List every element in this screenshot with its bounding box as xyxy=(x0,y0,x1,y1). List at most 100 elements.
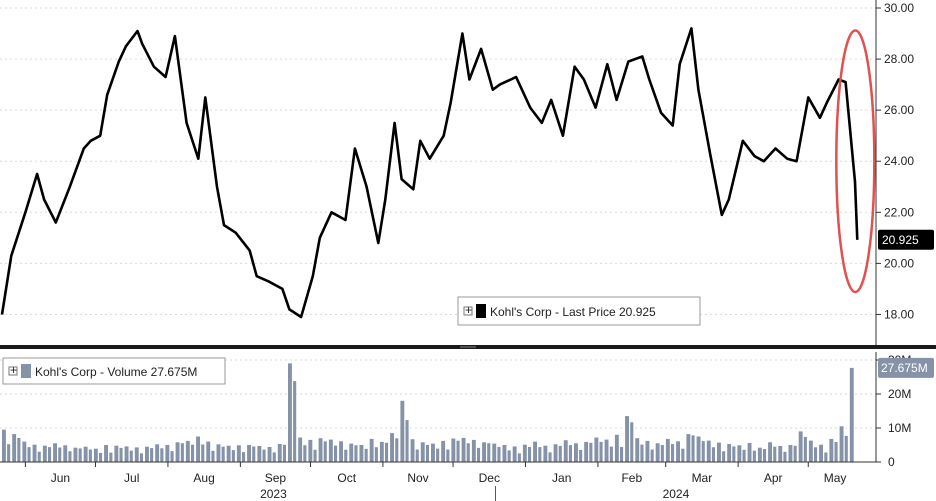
volume-bar xyxy=(262,449,266,462)
volume-bar xyxy=(660,445,664,462)
volume-bar xyxy=(339,441,343,462)
volume-bar xyxy=(482,442,486,462)
year-label: 2024 xyxy=(663,487,690,501)
expand-toggle-icon[interactable] xyxy=(8,366,18,376)
volume-bar xyxy=(88,449,92,462)
volume-bar xyxy=(2,429,6,462)
plus-icon: + xyxy=(10,363,17,377)
volume-bar xyxy=(625,416,629,462)
highlight-ellipse xyxy=(835,29,876,294)
volume-bar xyxy=(522,444,527,462)
volume-bar xyxy=(844,435,848,462)
volume-bar xyxy=(288,363,292,462)
last-price-tag-bg xyxy=(878,229,934,250)
volume-bar xyxy=(37,451,41,462)
price-tick-label: 30.00 xyxy=(884,1,914,15)
volume-bar xyxy=(456,440,460,462)
volume-bar xyxy=(63,445,68,462)
volume-bar xyxy=(808,440,813,462)
volume-bar xyxy=(614,434,619,462)
volume-bar xyxy=(834,442,838,462)
volume-bar xyxy=(226,445,231,462)
volume-bar xyxy=(686,434,691,462)
volume-bar xyxy=(436,448,440,462)
volume-bar xyxy=(487,443,491,462)
volume-bar xyxy=(711,447,715,462)
volume-bar xyxy=(221,446,225,462)
volume-bar xyxy=(839,426,844,462)
price-tick-label: 20.00 xyxy=(884,256,914,270)
volume-bar xyxy=(635,438,640,462)
volume-bar xyxy=(604,439,609,462)
volume-bar xyxy=(58,447,62,462)
x-axis: Jun Jul Aug Sep Oct Nov Dec Jan Feb Mar Apr May 2023… xyxy=(0,461,876,501)
volume-bar xyxy=(773,446,777,462)
volume-bar xyxy=(742,449,746,462)
price-axis: 18.00 20.00 22.00 24.00 26.00 28.00 30.00 xyxy=(875,0,914,346)
volume-bar xyxy=(609,446,613,462)
volume-tick-label: 20M xyxy=(888,387,911,401)
volume-bar xyxy=(512,446,517,462)
price-legend-swatch xyxy=(476,304,486,318)
volume-bar xyxy=(793,445,797,462)
volume-bar xyxy=(533,441,537,462)
price-legend[interactable]: + Kohl's Corp - Last Price 20.925 xyxy=(457,296,701,326)
volume-bar xyxy=(231,450,235,462)
volume-bar xyxy=(139,453,143,462)
volume-bar xyxy=(374,447,378,462)
volume-panel: 010M20M30M 27.675M + Kohl's Corp - Volum… xyxy=(0,352,934,469)
month-label: Jul xyxy=(124,471,139,485)
volume-bar xyxy=(247,445,251,462)
volume-bar xyxy=(466,443,470,462)
last-volume-tag: 27.675M xyxy=(878,357,934,378)
volume-bar xyxy=(558,445,562,462)
expand-toggle-icon[interactable] xyxy=(463,306,473,316)
volume-bar xyxy=(497,446,501,462)
volume-bar xyxy=(78,448,82,462)
volume-bar xyxy=(599,441,603,462)
volume-bar xyxy=(829,438,834,462)
month-label: May xyxy=(824,471,847,485)
volume-legend[interactable]: + Kohl's Corp - Volume 27.675M xyxy=(2,357,226,385)
last-price-value: 20.925 xyxy=(882,233,919,247)
month-label: Jan xyxy=(552,471,571,485)
volume-tick-label: 10M xyxy=(888,421,911,435)
volume-bar xyxy=(42,445,47,462)
volume-bar xyxy=(819,444,823,462)
volume-bar xyxy=(83,446,88,462)
volume-bar xyxy=(344,449,348,462)
volume-bar xyxy=(502,445,507,462)
volume-bar xyxy=(17,437,21,462)
year-label: 2023 xyxy=(260,487,287,501)
price-gridlines xyxy=(0,7,876,315)
volume-bar xyxy=(364,448,368,462)
volume-bar xyxy=(783,451,787,462)
volume-bar xyxy=(236,445,241,462)
volume-bar xyxy=(553,444,558,462)
volume-bar xyxy=(655,443,660,462)
month-label: Aug xyxy=(193,471,214,485)
volume-bar xyxy=(732,446,736,462)
volume-bars xyxy=(2,363,854,462)
volume-bar xyxy=(196,436,200,462)
volume-bar xyxy=(216,444,221,462)
volume-bar xyxy=(589,442,593,462)
volume-bar xyxy=(650,449,654,462)
volume-bar xyxy=(594,437,599,462)
volume-bar xyxy=(7,444,11,462)
volume-tick-label: 0 xyxy=(888,455,895,469)
price-tick-label: 18.00 xyxy=(884,307,914,321)
price-legend-label: Kohl's Corp - Last Price 20.925 xyxy=(490,305,656,319)
volume-bar xyxy=(620,447,624,462)
panel-divider[interactable] xyxy=(0,345,936,349)
volume-bar xyxy=(630,422,634,462)
volume-bar xyxy=(252,446,256,462)
volume-bar xyxy=(410,439,415,462)
volume-bar xyxy=(763,449,767,462)
volume-bar xyxy=(165,445,170,462)
volume-bar xyxy=(400,400,405,462)
volume-bar xyxy=(405,420,409,462)
volume-legend-box xyxy=(2,357,226,385)
volume-bar xyxy=(681,448,685,462)
